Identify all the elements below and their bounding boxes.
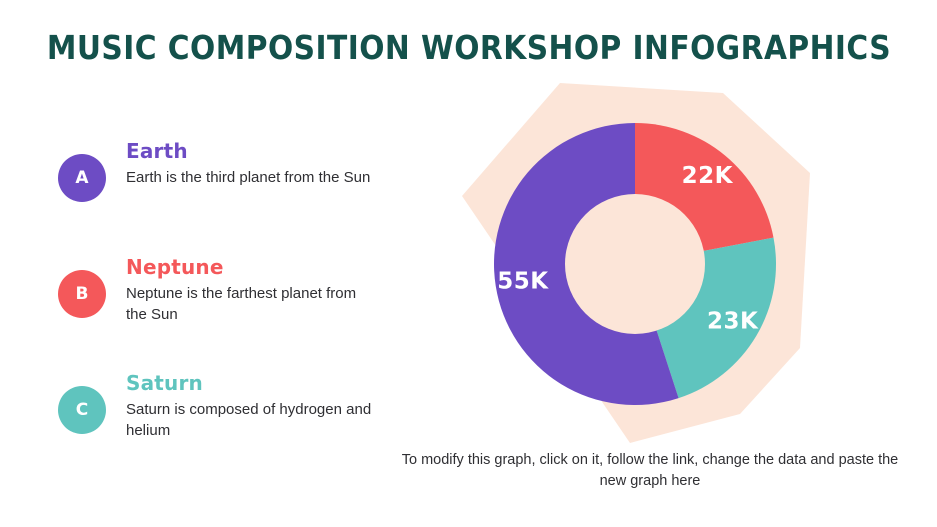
legend-item-neptune[interactable]: B Neptune Neptune is the farthest planet… xyxy=(58,256,388,350)
legend-body-earth: Earth is the third planet from the Sun xyxy=(126,169,371,186)
legend-badge-b-label: B xyxy=(75,283,89,304)
legend-badge-b: B xyxy=(58,270,106,318)
donut-value-label-earth: 55K xyxy=(497,268,549,294)
donut-value-label-saturn: 23K xyxy=(707,308,759,334)
legend-item-earth[interactable]: A Earth Earth is the third planet from t… xyxy=(58,140,388,234)
donut-hole xyxy=(565,194,705,334)
page-title: MUSIC COMPOSITION WORKSHOP INFOGRAPHICS xyxy=(46,28,892,67)
legend-badge-c: C xyxy=(58,386,106,434)
legend-heading-earth: Earth xyxy=(126,139,188,163)
legend-list: A Earth Earth is the third planet from t… xyxy=(58,140,388,488)
legend-badge-a-label: A xyxy=(75,167,89,188)
legend-badge-a: A xyxy=(58,154,106,202)
donut-chart-svg[interactable]: 22K 23K 55K xyxy=(410,62,870,462)
legend-body-neptune: Neptune is the farthest planet from the … xyxy=(126,285,357,324)
donut-value-label-neptune: 22K xyxy=(682,163,734,189)
donut-slice-labels: 22K 23K 55K xyxy=(497,163,759,334)
legend-heading-saturn: Saturn xyxy=(126,371,204,395)
legend-heading-neptune: Neptune xyxy=(126,255,224,279)
legend-body-saturn: Saturn is composed of hydrogen and heliu… xyxy=(126,401,372,440)
chart-caption: To modify this graph, click on it, follo… xyxy=(401,452,899,490)
legend-badge-c-label: C xyxy=(75,399,89,420)
legend-item-saturn[interactable]: C Saturn Saturn is composed of hydrogen … xyxy=(58,372,388,466)
donut-chart[interactable]: 22K 23K 55K xyxy=(410,62,870,462)
